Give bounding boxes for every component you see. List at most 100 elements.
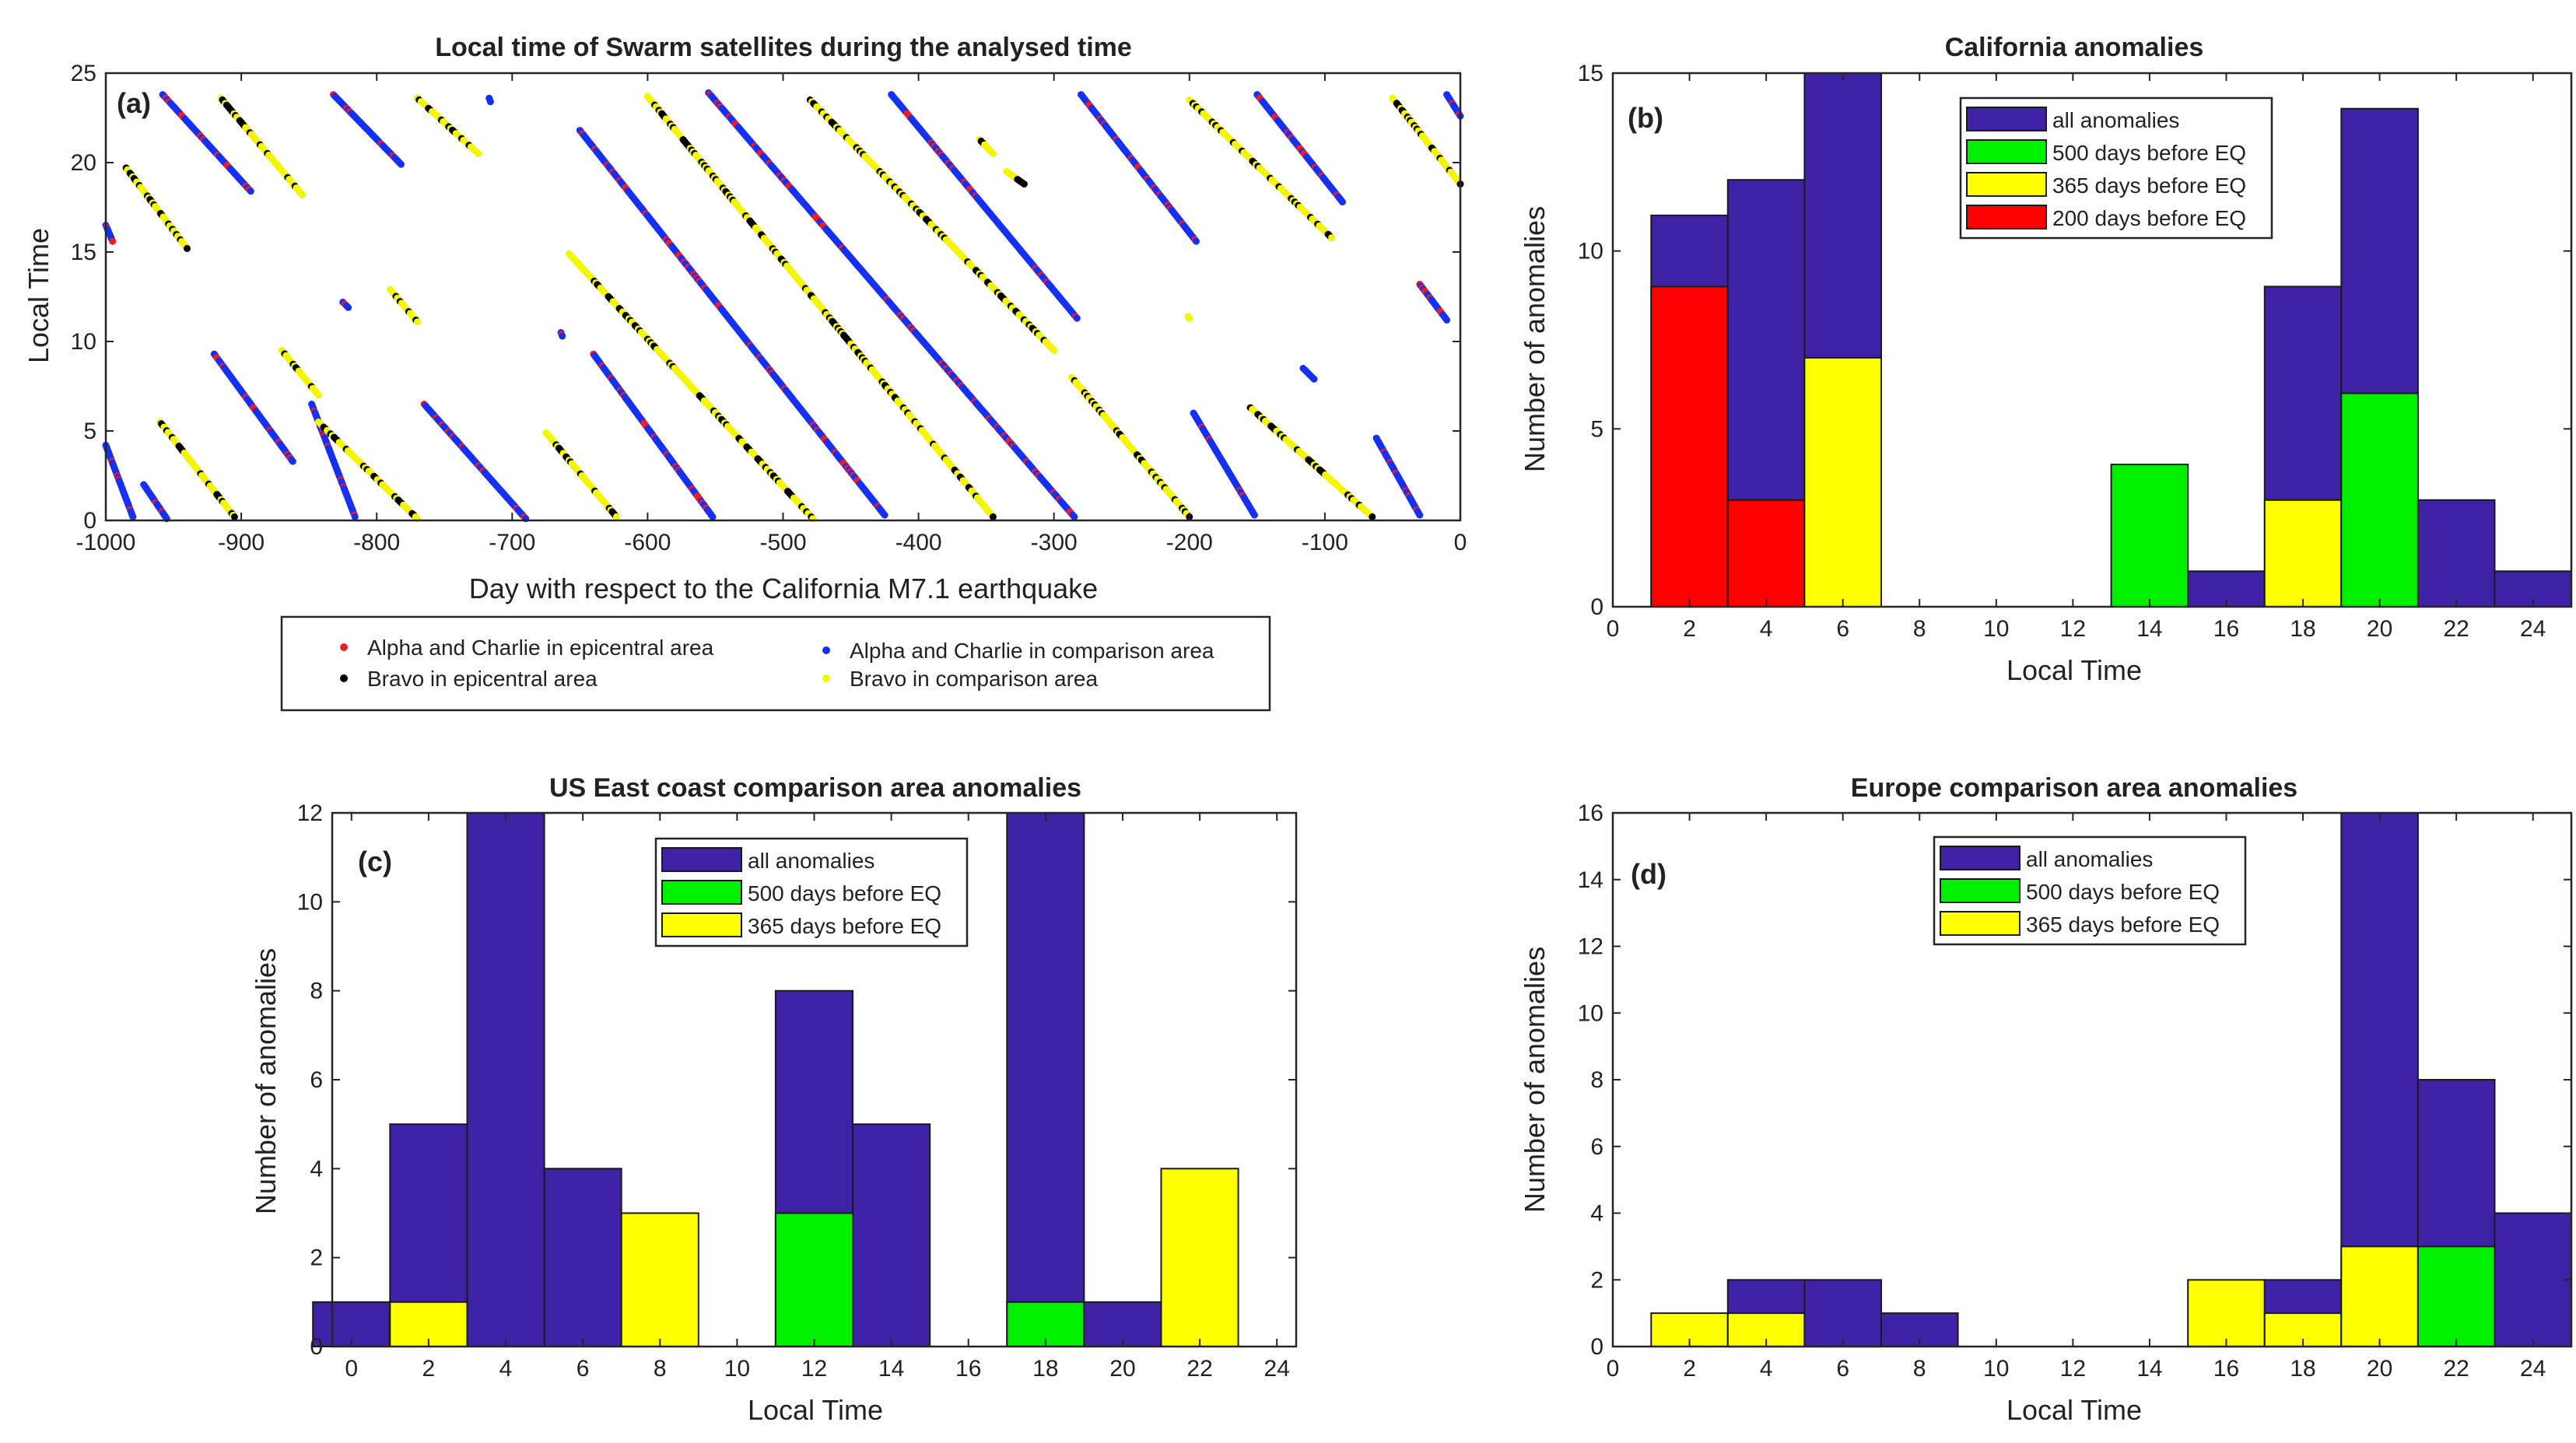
alpha-comparison-point	[129, 513, 137, 520]
panel-c-bar-all	[852, 1123, 931, 1347]
panel-c-axes-frame	[331, 811, 1298, 1348]
panel-b-xlabel: Local Time	[2006, 654, 2142, 686]
alpha-comparison-point	[486, 98, 494, 106]
panel-b-label: (b)	[1628, 102, 1663, 134]
panel-a-xtick-label: -700	[489, 530, 535, 555]
alpha-comparison-point	[345, 303, 352, 311]
panel-a-label: (a)	[117, 87, 151, 119]
panel-d-xtick-label: 14	[2136, 1356, 2162, 1382]
panel-c-title: US East coast comparison area anomalies	[549, 773, 1081, 803]
alpha-comparison-point	[1071, 513, 1078, 520]
panel-c-xtick-label: 4	[499, 1356, 513, 1382]
panel-b-bar-d365	[2263, 499, 2343, 608]
bravo-comparison-point	[314, 391, 322, 399]
panel-c-xtick-label: 14	[878, 1356, 904, 1382]
panel-d-axes-frame	[1611, 811, 2573, 1348]
panel-c-legend-swatch-d365	[661, 912, 742, 937]
panel-d-legend-swatch-all	[1940, 846, 2020, 870]
panel-d-xtick-label: 0	[1607, 1356, 1620, 1382]
panel-b-xtick-label: 8	[1913, 616, 1926, 642]
panel-d-ytick-label: 14	[1578, 867, 1603, 893]
panel-d-ytick-label: 6	[1590, 1134, 1603, 1160]
panel-d-xtick-label: 10	[1983, 1356, 2009, 1382]
panel-c-legend: all anomalies 500 days before EQ 365 days …	[654, 837, 969, 947]
bravo-comparison-point	[413, 318, 421, 326]
panel-d-xtick-label: 6	[1836, 1356, 1849, 1382]
panel-d-bar-all	[2494, 1212, 2572, 1347]
panel-c-ytick-label: 10	[297, 889, 323, 915]
panel-c-legend-label: 365 days before EQ	[748, 914, 941, 938]
panel-b-legend-swatch-d500	[1966, 139, 2047, 164]
panel-b-california-histogram: California anomalies Local Time Number o…	[1519, 33, 2573, 686]
panel-b-bar-d500	[2340, 392, 2419, 608]
legend-marker-bravo-epicentral	[340, 674, 348, 682]
panel-a-xtick-label: -200	[1166, 530, 1213, 555]
panel-c-xtick-label: 20	[1109, 1356, 1135, 1382]
panel-d-xtick-label: 12	[2060, 1356, 2086, 1382]
panel-b-bar-d200	[1650, 285, 1729, 608]
panel-b-ytick-label: 10	[1578, 239, 1603, 264]
panel-c-ytick-label: 6	[310, 1067, 323, 1093]
panel-d-xtick-label: 24	[2520, 1356, 2546, 1382]
alpha-comparison-point	[1250, 511, 1258, 519]
panel-d-ytick-label: 16	[1578, 800, 1603, 826]
panel-a-ytick-label: 20	[71, 150, 96, 176]
panel-a-ytick-label: 0	[83, 508, 96, 534]
panel-d-legend-label: 365 days before EQ	[2026, 912, 2220, 937]
panel-c-legend-label: 500 days before EQ	[748, 881, 941, 905]
alpha-comparison-point	[709, 513, 717, 520]
panel-c-bars	[312, 812, 1239, 1348]
panel-a-xlabel: Day with respect to the California M7.1 …	[469, 573, 1098, 604]
panel-a-xtick-label: -600	[624, 530, 671, 555]
legend-label-bravo-comparison: Bravo in comparison area	[850, 667, 1098, 691]
panel-b-ytick-label: 0	[1590, 594, 1603, 620]
panel-a-xtick-label: -1000	[76, 530, 136, 555]
panel-c-xtick-label: 10	[724, 1356, 750, 1382]
bravo-comparison-point	[989, 150, 997, 157]
panel-d-legend-swatch-d500	[1940, 878, 2020, 903]
panel-d-xtick-label: 4	[1760, 1356, 1773, 1382]
panel-d-ytick-label: 2	[1590, 1267, 1603, 1293]
bravo-comparison-point	[298, 191, 306, 198]
panel-d-legend: all anomalies 500 days before EQ 365 days …	[1933, 835, 2247, 946]
alpha-comparison-point	[559, 332, 566, 340]
alpha-comparison-point	[1416, 511, 1424, 519]
alpha-comparison-point	[1193, 237, 1200, 245]
legend-marker-bravo-comparison	[822, 674, 830, 682]
panel-d-ylabel: Number of anomalies	[1519, 947, 1551, 1213]
panel-a-xtick-label: -400	[895, 530, 942, 555]
panel-a-axes-frame	[104, 72, 1462, 522]
panel-d-xtick-label: 8	[1913, 1356, 1926, 1382]
panel-c-xtick-label: 12	[801, 1356, 827, 1382]
panel-a-ytick-label: 25	[71, 61, 96, 86]
panel-b-legend: all anomalies 500 days before EQ 365 days …	[1959, 96, 2273, 240]
panel-d-legend-label: 500 days before EQ	[2026, 880, 2220, 904]
bravo-epicentral-point	[230, 513, 238, 520]
panel-c-ytick-label: 2	[310, 1245, 323, 1271]
bravo-epicentral-point	[989, 513, 997, 520]
alpha-comparison-point	[247, 187, 254, 195]
bravo-epicentral-point	[1369, 513, 1376, 520]
panel-d-xtick-label: 20	[2367, 1356, 2392, 1382]
panel-b-xtick-label: 18	[2290, 616, 2315, 642]
bravo-epicentral-point	[1020, 180, 1028, 188]
panel-d-bar-all	[1803, 1279, 1882, 1348]
panel-b-xtick-label: 4	[1760, 616, 1773, 642]
bravo-epicentral-point	[184, 244, 191, 252]
legend-label-alpha-comparison: Alpha and Charlie in comparison area	[850, 639, 1214, 663]
bravo-comparison-point	[612, 513, 620, 520]
panel-a-xtick-label: -500	[759, 530, 806, 555]
alpha-comparison-point	[1339, 198, 1346, 206]
panel-a-xtick-label: -100	[1302, 530, 1348, 555]
legend-label-bravo-epicentral: Bravo in epicentral area	[367, 667, 598, 691]
panel-b-legend-label: 200 days before EQ	[2052, 206, 2246, 230]
alpha-comparison-point	[1310, 375, 1318, 383]
panel-d-xtick-label: 16	[2213, 1356, 2239, 1382]
legend-marker-alpha-epicentral	[340, 643, 348, 651]
panel-d-ytick-label: 8	[1590, 1067, 1603, 1093]
panel-c-legend-swatch-all	[661, 847, 742, 872]
panel-b-legend-swatch-d200	[1966, 205, 2047, 229]
panel-a-xtick-label: -800	[353, 530, 400, 555]
panel-a-legend: Alpha and Charlie in epicentral area Bra…	[280, 615, 1271, 712]
